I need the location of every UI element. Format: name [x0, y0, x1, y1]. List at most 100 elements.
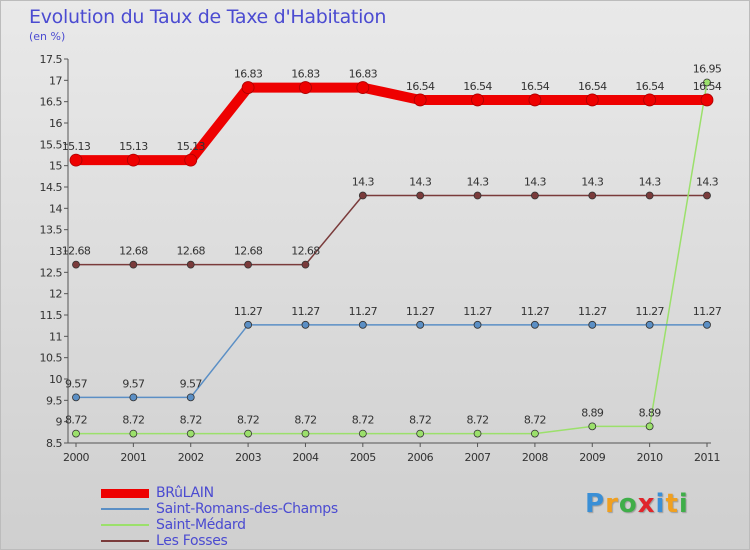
data-point [358, 320, 367, 329]
data-label: 11.27 [693, 305, 722, 318]
data-point [69, 153, 83, 167]
y-tick-label: 10 [49, 373, 62, 386]
data-label: 14.3 [639, 176, 662, 189]
logo-letter: o [618, 489, 638, 519]
data-label: 11.27 [406, 305, 435, 318]
y-tick-label: 16.5 [40, 96, 63, 109]
legend-swatch [101, 488, 149, 498]
x-tick-label: 2000 [63, 451, 89, 464]
data-label: 16.54 [693, 80, 722, 93]
data-label: 16.54 [521, 80, 550, 93]
data-point [301, 320, 310, 329]
data-point [703, 191, 711, 200]
series-line-1 [76, 324, 707, 399]
data-label: 11.27 [635, 305, 664, 318]
data-label: 11.27 [463, 305, 492, 318]
data-point [126, 153, 140, 167]
data-point [358, 429, 367, 438]
data-point [72, 393, 80, 402]
data-point [531, 320, 539, 329]
y-tick-label: 17.5 [40, 53, 63, 66]
y-tick-label: 13 [49, 245, 62, 258]
x-tick-label: 2007 [465, 451, 491, 464]
logo-letter: x [637, 489, 656, 519]
data-point [645, 320, 654, 329]
y-tick-label: 17 [49, 74, 62, 87]
x-tick-label: 2006 [407, 451, 433, 464]
logo-letter: t [665, 489, 679, 519]
data-point [129, 393, 138, 402]
data-label: 12.68 [62, 245, 91, 258]
data-label: 12.68 [291, 245, 320, 258]
legend-item: Saint-Romans-des-Champs [101, 501, 501, 517]
data-point [416, 320, 425, 329]
data-point [241, 81, 255, 94]
data-point [301, 260, 310, 269]
data-point [72, 260, 80, 269]
data-label: 14.3 [581, 176, 604, 189]
data-label: 8.72 [294, 414, 316, 427]
data-point [528, 93, 542, 107]
data-label: 8.72 [237, 414, 259, 427]
data-label: 16.54 [463, 80, 492, 93]
legend-label: Saint-Médard [156, 517, 246, 533]
data-label: 11.27 [521, 305, 550, 318]
logo-letter: P [585, 489, 606, 519]
series-line-3 [76, 194, 707, 266]
data-label: 11.27 [578, 305, 607, 318]
legend-swatch [101, 540, 149, 542]
x-tick-label: 2003 [235, 451, 261, 464]
data-point [703, 320, 711, 329]
data-point [703, 78, 711, 87]
data-point [186, 260, 195, 269]
data-point [588, 320, 597, 329]
data-point [72, 429, 80, 438]
x-tick-label: 2002 [178, 451, 204, 464]
data-label: 16.54 [635, 80, 664, 93]
data-point [299, 81, 312, 94]
data-point [585, 93, 599, 107]
data-label: 14.3 [524, 176, 547, 189]
data-label: 8.72 [466, 414, 488, 427]
data-label: 16.83 [234, 68, 263, 81]
data-label: 12.68 [119, 245, 148, 258]
unit-label: (en %) [29, 30, 66, 43]
y-tick-label: 11 [49, 330, 62, 343]
legend-swatch [101, 524, 149, 526]
x-tick-label: 2009 [579, 451, 605, 464]
data-label: 16.54 [578, 80, 607, 93]
data-point [413, 93, 427, 107]
data-label: 8.72 [352, 414, 374, 427]
data-point [473, 429, 482, 438]
data-label: 15.13 [62, 140, 91, 153]
y-tick-label: 9.5 [46, 394, 62, 407]
data-label: 9.57 [180, 377, 203, 390]
legend-item: BRûLAIN [101, 485, 501, 501]
data-point [531, 191, 539, 200]
data-point [643, 93, 657, 107]
x-tick-label: 2011 [694, 451, 720, 464]
series-line-2 [76, 82, 708, 435]
data-label: 14.3 [696, 176, 719, 189]
y-tick-label: 16 [49, 117, 62, 130]
x-tick-label: 2010 [637, 451, 663, 464]
data-point [588, 191, 597, 200]
data-label: 8.72 [180, 414, 202, 427]
x-tick-label: 2004 [292, 451, 318, 464]
legend-item: Les Fosses [101, 533, 501, 549]
data-point [186, 429, 195, 438]
x-tick-label: 2008 [522, 451, 548, 464]
data-point [645, 422, 654, 431]
legend-swatch [101, 508, 149, 510]
data-point [186, 393, 195, 402]
logo-letter: i [655, 489, 666, 519]
data-point [416, 191, 425, 200]
legend-label: Les Fosses [156, 533, 228, 549]
data-label: 8.89 [639, 406, 662, 419]
data-point [473, 320, 482, 329]
logo-letter: i [678, 489, 689, 519]
data-point [244, 320, 252, 329]
data-label: 16.83 [291, 68, 320, 81]
data-point [301, 429, 310, 438]
